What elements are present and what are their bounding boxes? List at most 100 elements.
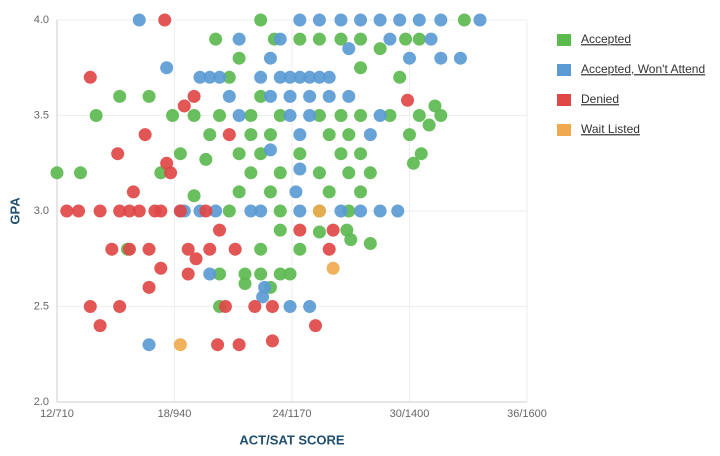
point [265,334,279,348]
point [424,32,438,46]
point [232,51,246,65]
point [158,13,172,27]
point [399,32,413,46]
point [283,89,297,103]
point [344,233,358,247]
point [232,185,246,199]
point [422,118,436,132]
point [334,109,348,122]
point [293,128,307,142]
point [218,300,232,313]
point [265,300,279,313]
point [254,267,268,281]
point [228,242,242,256]
point [254,70,268,84]
point [263,185,277,199]
point [160,61,174,75]
point [254,13,268,27]
point [244,166,258,180]
point [254,89,268,103]
point [289,185,303,199]
point [326,223,340,237]
point [222,89,236,103]
point [173,147,187,161]
point [263,143,277,157]
point [322,128,336,142]
point [263,128,277,142]
point [412,32,426,46]
point [406,156,420,170]
point [283,300,297,313]
point [232,32,246,46]
y-tick-label: 2.0 [34,396,49,408]
x-tick-label: 36/1600 [507,408,547,420]
point [254,204,268,218]
x-tick-label: 24/1170 [273,408,312,420]
point [187,109,201,122]
point [373,109,387,122]
point [293,242,307,256]
point [248,300,262,313]
point [154,204,168,218]
point [383,109,397,122]
point [373,204,387,218]
y-tick-label: 3.0 [34,205,49,217]
point [383,32,397,46]
point [254,242,268,256]
point [434,13,448,27]
point [83,300,97,313]
point [363,128,377,142]
point [434,109,448,122]
legend-swatch [557,94,571,106]
point [138,128,152,142]
point [354,32,368,46]
point [309,319,322,333]
point [293,204,307,218]
point [173,338,187,352]
point [209,204,223,218]
point [403,128,416,142]
point [154,261,168,275]
y-tick-label: 2.5 [34,300,49,312]
point [322,70,336,84]
point [244,109,258,122]
point [209,32,223,46]
point [244,128,258,142]
legend-text[interactable]: Denied [581,92,619,106]
legend-swatch [557,124,571,136]
point [312,166,326,180]
y-tick-label: 3.5 [34,109,49,121]
point [342,42,356,56]
point [72,204,86,218]
point [273,204,287,218]
point [354,109,368,122]
point [164,166,178,180]
point [312,70,326,84]
point [293,162,307,176]
legend-swatch [557,34,571,46]
point [83,70,97,84]
legend-text[interactable]: Accepted, Won't Attend [581,62,705,76]
point [142,242,156,256]
point [263,51,277,65]
point [142,89,156,103]
point [393,13,407,27]
point [391,204,405,218]
legend-text[interactable]: Wait Listed [581,122,640,136]
legend-text[interactable]: Accepted [581,32,631,46]
point [203,242,217,256]
point [473,13,487,27]
point [132,204,146,218]
point [393,70,407,84]
point [211,338,225,352]
point [232,109,246,122]
point [354,204,368,218]
point [273,32,287,46]
point [322,89,336,103]
point [293,147,307,161]
point [213,70,227,84]
x-tick-label: 30/1400 [390,408,430,420]
point [181,267,195,281]
x-tick-label: 12/710 [40,408,74,420]
point [334,32,348,46]
